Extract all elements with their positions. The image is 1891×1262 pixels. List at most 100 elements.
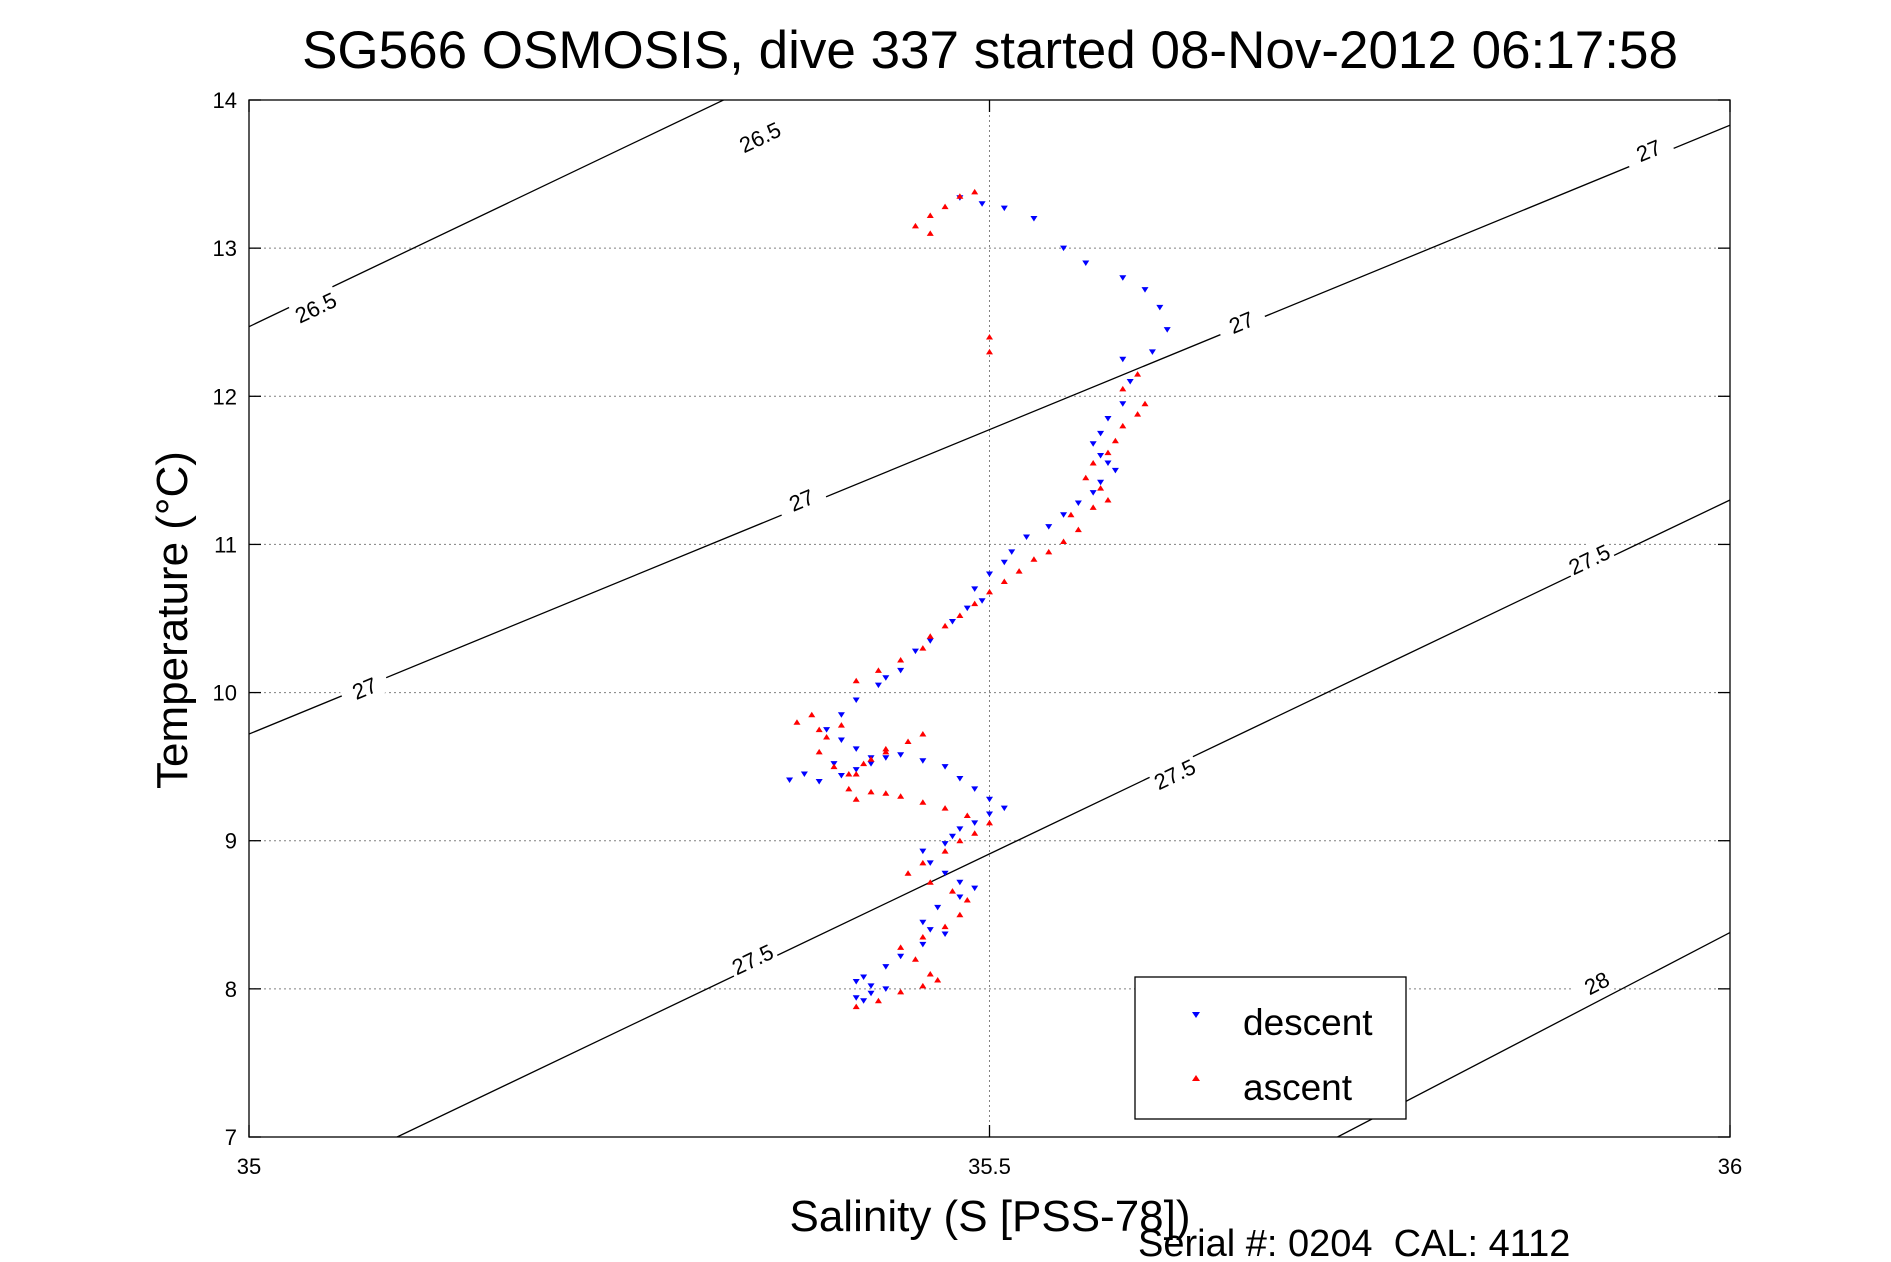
ascent-point — [986, 819, 993, 826]
ascent-point — [867, 788, 875, 795]
descent-point — [971, 786, 979, 792]
descent-point — [882, 986, 890, 992]
legend-ascent-marker — [1192, 1075, 1200, 1081]
descent-point — [948, 618, 956, 625]
chart-title: SG566 OSMOSIS, dive 337 started 08-Nov-2… — [302, 21, 1678, 80]
legend-descent-label: descent — [1243, 1002, 1373, 1043]
descent-point — [919, 941, 927, 948]
contour-label-bg — [1568, 959, 1624, 1005]
descent-point — [919, 758, 927, 764]
descent-point — [1156, 304, 1164, 311]
descent-point — [1104, 460, 1112, 466]
ascent-point — [926, 633, 934, 639]
ascent-point — [874, 667, 882, 673]
descent-point — [882, 755, 890, 761]
descent-point — [956, 826, 964, 832]
ascent-point — [919, 645, 927, 651]
descent-point — [1023, 534, 1031, 541]
contour-label-bg — [732, 114, 787, 159]
descent-point — [860, 974, 868, 981]
descent-point — [1097, 453, 1105, 459]
ascent-point — [852, 771, 860, 777]
x-tick-label: 35.5 — [968, 1154, 1011, 1179]
ascent-point — [934, 976, 942, 983]
ascent-point — [956, 837, 964, 844]
ascent-point — [1082, 474, 1090, 481]
ascent-point — [919, 934, 927, 940]
ascent-point — [986, 334, 993, 340]
descent-point — [852, 746, 860, 752]
descent-point — [948, 833, 956, 840]
ascent-point — [1074, 526, 1082, 533]
ascent-point — [793, 719, 801, 725]
contour-label-bg — [287, 284, 343, 329]
y-axis-label: Temperature (°C) — [148, 451, 197, 789]
x-axis-label: Salinity (S [PSS-78]) — [789, 1192, 1190, 1241]
ascent-point — [963, 896, 971, 903]
descent-point — [1089, 490, 1097, 496]
contour-line — [249, 124, 1730, 735]
y-tick-label: 13 — [213, 236, 237, 261]
descent-point — [986, 796, 993, 803]
descent-point — [941, 764, 949, 770]
legend-box — [1134, 976, 1407, 1120]
ascent-point — [919, 731, 927, 737]
descent-point — [919, 919, 927, 926]
descent-point — [882, 964, 890, 970]
descent-point — [986, 571, 993, 578]
ascent-point — [941, 848, 949, 854]
ascent-point — [845, 785, 853, 792]
descent-point — [786, 777, 794, 783]
descent-point — [926, 927, 934, 933]
descent-point — [897, 667, 905, 674]
y-tick-label: 9 — [225, 829, 237, 854]
descent-point — [852, 978, 860, 985]
axis-ticks: 35 35.5 36 7 8 9 10 11 12 13 14 — [213, 88, 1743, 1179]
descent-point — [837, 773, 845, 779]
descent-point — [941, 841, 949, 847]
ascent-point — [941, 203, 949, 210]
y-tick-label: 8 — [225, 977, 237, 1002]
descent-point — [971, 820, 979, 826]
descent-point — [867, 761, 875, 767]
ascent-point — [904, 870, 912, 876]
descent-point — [800, 771, 808, 778]
ascent-point — [897, 944, 905, 950]
descent-point — [815, 778, 823, 785]
descent-point — [941, 870, 949, 877]
ascent-point — [882, 748, 890, 755]
ascent-point — [852, 1003, 860, 1010]
descent-point — [882, 675, 890, 681]
ascent-point — [919, 799, 927, 805]
descent-point — [926, 638, 934, 644]
ascent-point — [1134, 371, 1142, 377]
ascent-point — [1141, 400, 1149, 407]
descent-point — [837, 737, 845, 743]
ascent-point — [860, 760, 868, 767]
descent-point — [823, 727, 831, 733]
ascent-point — [1119, 422, 1127, 429]
descent-point — [1060, 512, 1068, 518]
descent-point — [911, 648, 919, 655]
ascent-point — [1134, 411, 1142, 417]
ascent-point — [941, 923, 949, 930]
ascent-point — [971, 600, 979, 607]
descent-point — [1074, 500, 1082, 506]
ascent-point — [919, 982, 927, 989]
descent-point — [1119, 401, 1127, 407]
ascent-point — [956, 612, 964, 619]
descent-point — [1089, 441, 1097, 447]
ascent-point — [1000, 578, 1008, 584]
ascent-point — [1097, 485, 1105, 491]
descent-point — [1119, 275, 1127, 281]
ascent-point — [941, 622, 949, 629]
descent-point — [956, 775, 964, 782]
ascent-point — [1104, 449, 1112, 456]
descent-point — [852, 767, 860, 773]
ascent-point — [911, 222, 919, 229]
descent-point — [934, 904, 942, 911]
ascent-point — [941, 805, 949, 811]
ascent-point — [926, 879, 934, 885]
x-tick-label: 35 — [237, 1154, 261, 1179]
